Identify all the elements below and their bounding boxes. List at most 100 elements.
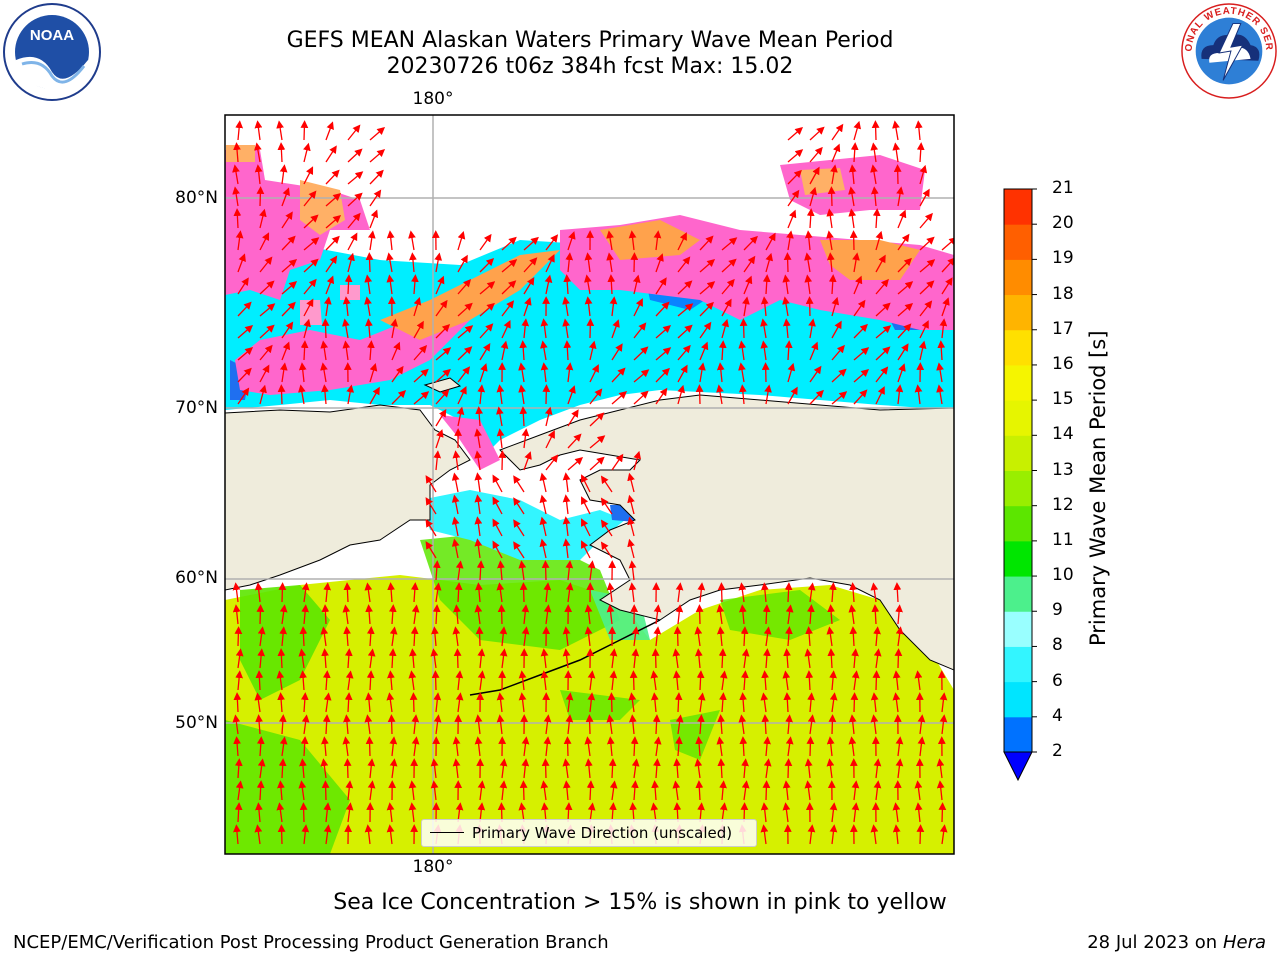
wave-direction-arrow	[386, 230, 395, 251]
wave-direction-arrow	[521, 758, 530, 779]
wave-direction-arrow	[851, 780, 860, 801]
wave-direction-arrow	[474, 494, 483, 515]
wave-direction-arrow	[545, 430, 555, 449]
wave-direction-arrow	[586, 780, 595, 801]
wave-direction-arrow	[321, 736, 329, 757]
wave-direction-arrow	[584, 758, 593, 779]
wave-direction-arrow	[325, 275, 335, 295]
wave-direction-arrow	[785, 736, 794, 757]
wave-direction-arrow	[606, 714, 615, 735]
wave-direction-arrow	[321, 604, 330, 625]
wave-direction-arrow	[457, 278, 472, 295]
colorbar-tick-label: 8	[1052, 635, 1063, 656]
wave-direction-arrow	[237, 277, 249, 295]
wave-direction-arrow	[633, 346, 649, 361]
wave-direction-arrow	[344, 648, 353, 669]
wave-direction-arrow	[347, 171, 364, 185]
wave-direction-arrow	[831, 320, 842, 339]
wave-direction-arrow	[633, 322, 647, 339]
wave-direction-arrow	[872, 670, 881, 691]
wave-direction-arrow	[609, 780, 618, 801]
wave-direction-arrow	[631, 758, 640, 779]
wave-direction-arrow	[914, 780, 923, 801]
wave-direction-arrow	[543, 714, 552, 735]
wave-direction-arrow	[369, 209, 379, 229]
wave-direction-arrow	[279, 362, 288, 383]
wave-direction-arrow	[784, 758, 793, 779]
wave-direction-arrow	[587, 692, 596, 713]
wave-direction-arrow	[474, 450, 482, 471]
wave-direction-arrow	[743, 255, 756, 273]
wave-direction-arrow	[939, 318, 948, 339]
wave-direction-arrow	[347, 212, 361, 229]
wave-direction-arrows	[232, 120, 954, 845]
lat-label-60n: 60°N	[175, 568, 218, 588]
wave-direction-arrow	[277, 384, 286, 405]
wave-direction-arrow	[540, 318, 549, 339]
wave-direction-arrow	[562, 648, 571, 669]
wave-direction-arrow	[672, 670, 681, 691]
wave-direction-arrow	[672, 780, 681, 801]
wave-direction-arrow	[513, 541, 525, 559]
wave-direction-arrow	[699, 258, 716, 273]
wave-direction-arrow	[939, 714, 948, 735]
wave-direction-arrow	[805, 626, 813, 647]
wave-direction-arrow	[831, 296, 840, 317]
land-siberia	[225, 404, 471, 591]
wave-direction-arrow	[717, 714, 725, 735]
wave-direction-arrow	[655, 347, 672, 361]
wave-direction-arrow	[938, 802, 947, 823]
wave-direction-arrow	[739, 692, 747, 713]
footer-credit: NCEP/EMC/Verification Post Processing Pr…	[13, 932, 609, 953]
wave-direction-arrow	[544, 274, 553, 295]
wave-direction-arrow	[897, 323, 912, 339]
wave-direction-arrow	[281, 341, 291, 361]
wave-direction-arrow	[919, 212, 933, 229]
wave-direction-arrow	[675, 604, 684, 625]
sea-ice-orange	[380, 250, 560, 340]
wave-direction-arrow	[628, 692, 637, 713]
wave-direction-arrow	[523, 236, 539, 251]
wave-direction-arrow	[434, 252, 443, 273]
wave-direction-arrow	[387, 670, 395, 691]
wave-direction-arrow	[386, 252, 394, 273]
wave-direction-arrow	[254, 582, 263, 603]
wave-direction-arrow	[633, 298, 643, 317]
wave-direction-arrow	[457, 366, 471, 383]
wave-direction-arrow	[633, 450, 642, 471]
wave-direction-arrow	[499, 626, 508, 647]
wave-direction-arrow	[325, 121, 334, 141]
wave-direction-arrow	[410, 582, 419, 603]
wave-direction-arrow	[565, 252, 574, 273]
wave-direction-arrow	[831, 344, 845, 361]
wave-direction-arrow	[497, 604, 506, 625]
wave-direction-arrow	[653, 758, 661, 779]
wave-direction-arrow	[831, 368, 847, 383]
wave-direction-arrow	[235, 120, 244, 141]
wave-direction-arrow	[589, 388, 603, 405]
wave-direction-arrow	[721, 237, 738, 251]
wave-direction-arrow	[543, 582, 552, 603]
wave-direction-arrow	[565, 560, 574, 581]
wave-direction-arrow	[390, 318, 399, 339]
wave-direction-arrow	[849, 626, 858, 647]
wave-direction-arrow	[474, 472, 483, 493]
wave-direction-arrow	[651, 780, 659, 801]
wave-direction-arrow	[499, 780, 508, 801]
wave-direction-arrow	[492, 540, 503, 559]
wave-direction-arrow	[892, 802, 901, 823]
wave-direction-arrow	[300, 692, 309, 713]
wave-direction-arrow	[408, 802, 417, 823]
wave-direction-arrow	[451, 538, 460, 559]
wave-direction-arrow	[276, 670, 285, 691]
wave-direction-arrow	[234, 626, 243, 647]
wave-direction-arrow	[606, 230, 614, 251]
wave-direction-arrow	[695, 736, 703, 757]
colorbar-tick-label: 17	[1052, 318, 1074, 339]
nws-logo: NATIONAL WEATHER SERVICE	[1180, 2, 1277, 99]
wave-direction-arrow	[807, 604, 815, 625]
wave-direction-arrow	[633, 369, 650, 383]
lat-label-80n: 80°N	[175, 188, 218, 208]
wave-direction-arrow	[611, 343, 623, 361]
wave-direction-arrow	[829, 670, 837, 691]
